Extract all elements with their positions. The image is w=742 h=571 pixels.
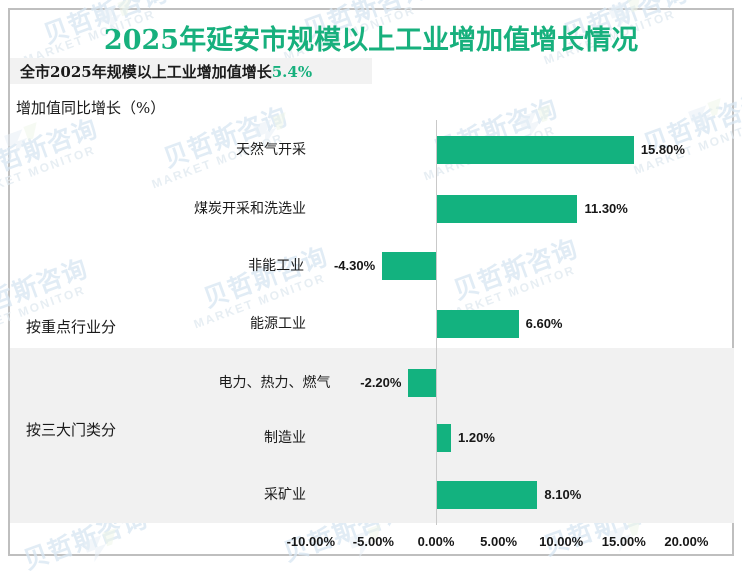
chart-title: 2025年延安市规模以上工业增加值增长情况 (103, 25, 639, 56)
category-label: 电力、热力、燃气 (218, 375, 331, 391)
group-label-industry: 按重点行业分 (26, 318, 117, 336)
category-label: 采矿业 (264, 487, 306, 503)
axis-title: 增加值同比增长（%） (16, 99, 166, 117)
category-label: 非能工业 (248, 258, 305, 274)
bar-value-label: -4.30% (333, 258, 376, 273)
x-tick-label: 5.00% (480, 534, 518, 549)
category-label: 能源工业 (250, 316, 306, 332)
bar-value-label: 15.80% (640, 142, 685, 157)
bar-value-label: -2.20% (360, 375, 402, 390)
group-band-2 (10, 348, 734, 523)
bar (436, 424, 452, 452)
zero-axis-line (436, 120, 437, 525)
bar (436, 310, 519, 338)
bar-value-label: 6.60% (525, 316, 563, 331)
bar (436, 136, 634, 164)
x-tick-label: -5.00% (352, 534, 394, 549)
category-label: 煤炭开采和洗选业 (194, 201, 306, 217)
group-label-sector: 按三大门类分 (26, 421, 117, 439)
subtitle-highlight: 5.4% (271, 63, 313, 81)
x-axis: -10.00% -5.00% 0.00% 5.00% 10.00% 15.00% 20.00… (10, 525, 734, 559)
bar-value-label: 11.30% (584, 201, 628, 216)
x-tick-label: 0.00% (417, 534, 455, 549)
subtitle: 全市2025年规模以上工业增加值增长5.4% (20, 61, 312, 82)
subtitle-band (10, 58, 372, 84)
bar (436, 195, 578, 223)
x-tick-label: -10.00% (286, 534, 336, 549)
category-label: 制造业 (264, 430, 306, 446)
subtitle-prefix: 全市2025年规模以上工业增加值增长 (20, 63, 272, 81)
bar (436, 481, 538, 509)
bar-value-label: 1.20% (458, 430, 495, 445)
bar (408, 369, 436, 397)
bar-value-label: 8.10% (544, 487, 582, 502)
bar (382, 252, 436, 280)
x-tick-label: 15.00% (601, 534, 646, 549)
category-label: 天然气开采 (236, 142, 306, 158)
plot-area: 按重点行业分 按三大门类分 天然气开采 15.80% 煤炭开采和洗选业 11.3… (10, 120, 734, 525)
x-tick-label: 20.00% (664, 534, 709, 549)
x-tick-label: 10.00% (539, 534, 584, 549)
